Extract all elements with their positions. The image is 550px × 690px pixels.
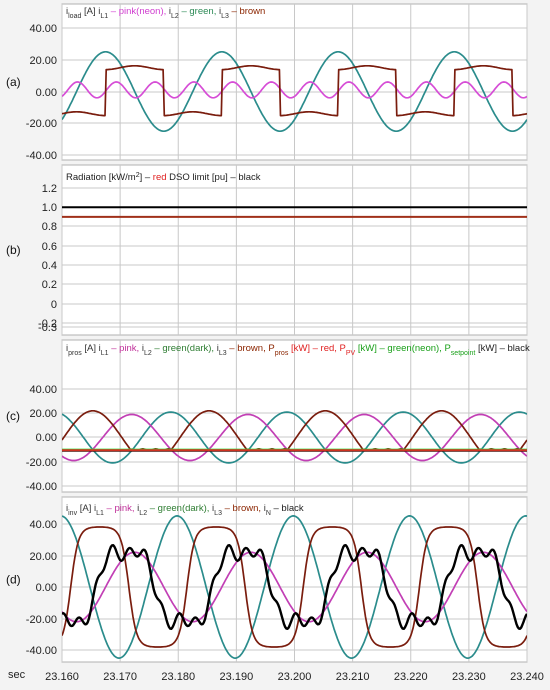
x-tick-label: 23.160 [45,671,79,683]
y-tick-label: -0.2 [38,318,57,330]
x-tick-label: 23.210 [336,671,370,683]
x-tick-label: 23.180 [161,671,195,683]
y-tick-label: 1.0 [42,202,57,214]
series-group [62,409,527,464]
y-tick-label: -20.00 [26,614,57,626]
series-line-load-green [62,50,527,133]
series-line-pros-pink [62,413,527,462]
y-tick-label: 0.6 [42,241,57,253]
panel-title: Radiation [kW/m2] – red DSO limit [pu] –… [66,172,261,184]
panel-label: (d) [6,573,21,587]
x-tick-label: 23.190 [220,671,254,683]
panel-b: 1.2 1.0 0.8 0.6 0.4 0.2 0 -0.2-0.3 Radiation [kW… [6,164,528,336]
y-tick-label: -20.00 [26,118,57,130]
panel-title: ipros [A] iL1 – pink, iL2 – green(dark),… [66,343,530,357]
y-tick-label: -40.00 [26,481,57,493]
panel-a: 40.00 20.00 0.00 -20.00 -40.00 iload [A] iL1 … [6,3,528,162]
y-tick-label: 20.00 [29,551,57,563]
panel-title: iload [A] iL1 – pink(neon), iL2 – green,… [66,6,265,20]
y-tick-label: -40.00 [26,150,57,162]
y-tick-label: 40.00 [29,23,57,35]
series-line-inv-green [62,515,527,659]
y-tick-label: -40.00 [26,645,57,657]
y-tick-label: 0.00 [36,432,57,444]
x-tick-label: 23.220 [394,671,428,683]
x-tick-label: 23.200 [278,671,312,683]
panel-d: 40.00 20.00 0.00 -20.00 -40.00 iinv [A] iL1 –… [6,496,528,663]
y-tick-label: 40.00 [29,519,57,531]
y-tick-label: 20.00 [29,55,57,67]
series-group [62,206,527,218]
panel-label: (b) [6,243,21,257]
y-tick-label: 0.8 [42,221,57,233]
series-line-inv-brown [62,526,527,648]
y-tick-label: 0.4 [42,260,57,272]
panel-c: 40.00 20.00 0.00 -20.00 -40.00 ipros [A] iL1 … [6,339,530,493]
y-tick-label: 0 [51,299,57,311]
y-tick-label: 0.00 [36,582,57,594]
y-tick-label: 20.00 [29,408,57,420]
x-tick-label: 23.240 [510,671,544,683]
y-tick-label: -20.00 [26,457,57,469]
series-line-pros-green [62,411,527,464]
panel-title: iinv [A] iL1 – pink, iL2 – green(dark), … [66,503,304,517]
panel-label: (c) [6,409,20,423]
x-axis: sec 23.160 23.170 23.180 23.190 23.200 23.210 2… [8,669,544,683]
series-group [62,515,527,659]
y-tick-label: 0.2 [42,279,57,291]
y-tick-label: 0.00 [36,87,57,99]
x-tick-label: 23.170 [103,671,137,683]
panel-label: (a) [6,75,21,89]
x-unit-label: sec [8,669,26,681]
y-tick-label: 1.2 [42,183,57,195]
y-tick-label: 40.00 [29,384,57,396]
series-line-inv-black [62,544,527,630]
y-tick-label: -0.3 [38,322,57,334]
series-line-load-pink [62,81,527,99]
series-line-load-brown [62,64,527,117]
x-tick-label: 23.230 [452,671,486,683]
panels: 40.00 20.00 0.00 -20.00 -40.00 iload [A] iL1 … [6,3,530,663]
series-group [62,50,527,133]
